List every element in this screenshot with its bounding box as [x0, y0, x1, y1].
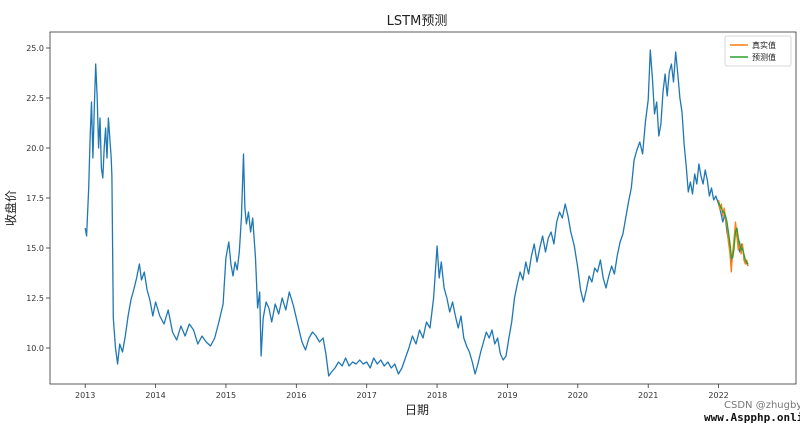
x-tick-label: 2020 — [568, 391, 588, 400]
x-axis: 2013 2014 2015 2016 2017 2018 2019 2020 2021 2022 — [75, 384, 729, 400]
x-tick-label: 2014 — [145, 391, 165, 400]
legend: 真实值 预测值 — [724, 35, 792, 67]
y-tick-label: 10.0 — [26, 344, 44, 353]
y-tick-label: 17.5 — [26, 194, 44, 203]
y-axis-title: 收盘价 — [3, 190, 18, 226]
x-tick-label: 2016 — [286, 391, 306, 400]
legend-box — [724, 35, 792, 67]
x-tick-label: 2019 — [497, 391, 517, 400]
x-tick-label: 2021 — [638, 391, 658, 400]
legend-label-actual: 真实值 — [752, 40, 776, 50]
y-tick-label: 22.5 — [26, 94, 44, 103]
chart-title: LSTM预测 — [387, 14, 448, 29]
y-axis: 10.0 12.5 15.0 17.5 20.0 22.5 25.0 — [26, 44, 50, 353]
y-tick-label: 20.0 — [26, 144, 44, 153]
watermark-csdn: CSDN @zhugby — [724, 400, 800, 411]
series-layer — [84, 49, 749, 377]
y-tick-label: 15.0 — [26, 244, 44, 253]
series-line-predicted — [717, 201, 749, 265]
watermark-site: www.Aspphp.online — [704, 411, 800, 424]
y-tick-label: 25.0 — [26, 44, 44, 53]
legend-label-predicted: 预测值 — [752, 52, 776, 62]
x-tick-label: 2018 — [427, 391, 447, 400]
y-tick-label: 12.5 — [26, 294, 44, 303]
x-tick-label: 2017 — [357, 391, 377, 400]
plot-area — [49, 31, 797, 385]
series-line-history — [84, 49, 749, 377]
x-axis-title: 日期 — [405, 403, 429, 417]
x-tick-label: 2015 — [216, 391, 236, 400]
x-tick-label: 2022 — [708, 391, 728, 400]
x-tick-label: 2013 — [75, 391, 95, 400]
